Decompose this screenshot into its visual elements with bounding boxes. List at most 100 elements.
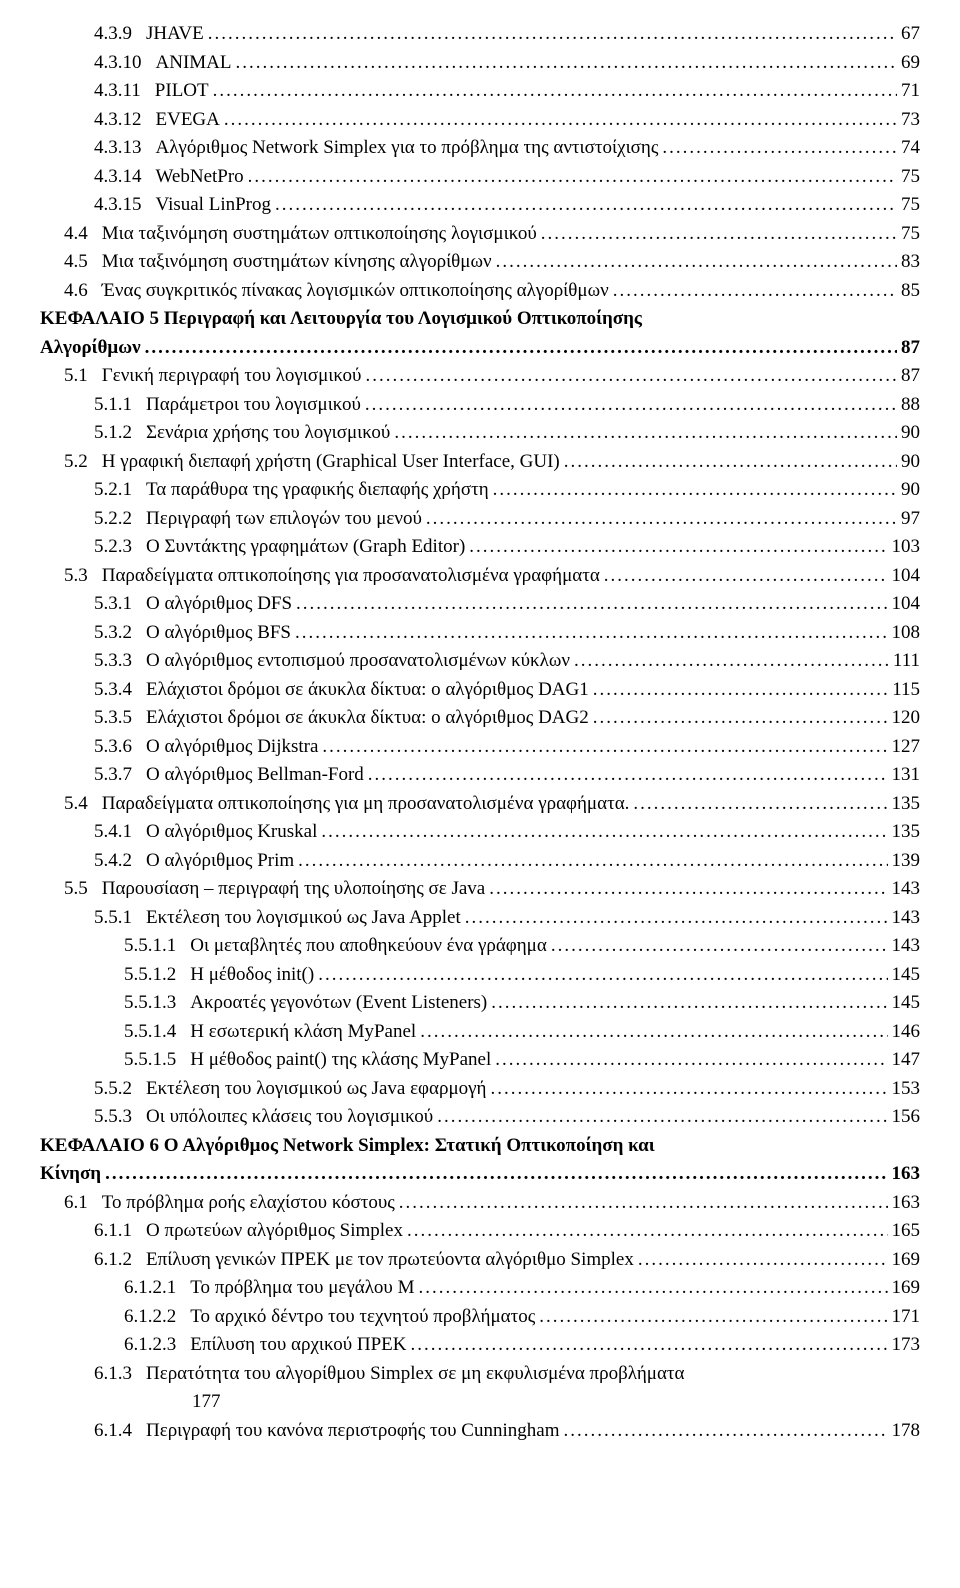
toc-entry: 6.1.4Περιγραφή του κανόνα περιστροφής το…	[94, 1417, 920, 1446]
toc-entry: 6.1Το πρόβλημα ροής ελαχίστου κόστους163	[64, 1189, 920, 1218]
toc-title: Περατότητα του αλγορίθμου Simplex σε μη …	[146, 1363, 685, 1384]
toc-title: JHAVE	[146, 20, 204, 49]
toc-page-number: 75	[897, 163, 920, 192]
toc-entry: 5.4.1Ο αλγόριθμος Kruskal135	[94, 818, 920, 847]
toc-title: Παραδείγματα οπτικοποίησης για προσανατο…	[102, 562, 600, 591]
toc-entry: 6.1.2Επίλυση γενικών ΠΡΕΚ με τον πρωτεύο…	[94, 1246, 920, 1275]
toc-page-number: 165	[888, 1217, 921, 1246]
toc-entry: 5.5Παρουσίαση – περιγραφή της υλοποίησης…	[64, 875, 920, 904]
toc-title: Γενική περιγραφή του λογισμικού	[102, 362, 362, 391]
toc-number: 5.5.1.5	[124, 1046, 190, 1075]
toc-page-number: 143	[888, 875, 921, 904]
toc-title: Οι μεταβλητές που αποθηκεύουν ένα γράφημ…	[190, 932, 547, 961]
toc-number: 4.6	[64, 277, 102, 306]
toc-number: 5.3.4	[94, 676, 146, 705]
chapter-heading-line1: ΚΕΦΑΛΑΙΟ 6 Ο Αλγόριθμος Network Simplex:…	[40, 1132, 920, 1161]
toc-entry: 4.3.12EVEGA73	[94, 106, 920, 135]
toc-page-number: 73	[897, 106, 920, 135]
toc-title: Ο αλγόριθμος Prim	[146, 847, 294, 876]
toc-number: 6.1.4	[94, 1417, 146, 1446]
toc-page-number: 178	[888, 1417, 921, 1446]
toc-entry: 4.6Ένας συγκριτικός πίνακας λογισμικών ο…	[64, 277, 920, 306]
toc-page-number: 135	[888, 790, 921, 819]
toc-leader	[395, 1189, 888, 1218]
toc-leader	[220, 106, 897, 135]
toc-number: 5.1.1	[94, 391, 146, 420]
toc-entry: 4.3.14WebNetPro75	[94, 163, 920, 192]
toc-number: 5.5.1.4	[124, 1018, 190, 1047]
toc-page-number: 115	[888, 676, 920, 705]
toc-entry: 6.1.2.3Επίλυση του αρχικού ΠΡΕΚ173	[124, 1331, 920, 1360]
toc-leader	[609, 277, 897, 306]
toc-number: 5.3.3	[94, 647, 146, 676]
toc-entry: 5.4.2Ο αλγόριθμος Prim139	[94, 847, 920, 876]
toc-page-number: 90	[897, 419, 920, 448]
toc-page-number: 90	[897, 476, 920, 505]
toc-title: Μια ταξινόμηση συστημάτων κίνησης αλγορί…	[102, 248, 492, 277]
toc-page-number: 171	[888, 1303, 921, 1332]
toc-leader	[141, 334, 897, 363]
toc-number: 5.5	[64, 875, 102, 904]
toc-page-number: 143	[888, 904, 921, 933]
toc-leader	[634, 1246, 888, 1275]
toc-title: Ο Συντάκτης γραφημάτων (Graph Editor)	[146, 533, 465, 562]
toc-leader	[589, 704, 888, 733]
toc-number: 5.5.3	[94, 1103, 146, 1132]
toc-leader	[244, 163, 897, 192]
toc-number: 6.1.2.3	[124, 1331, 190, 1360]
toc-page-number: 169	[888, 1274, 921, 1303]
toc-leader	[204, 20, 897, 49]
toc-number: 5.4	[64, 790, 102, 819]
toc-title: Visual LinProg	[156, 191, 272, 220]
toc-leader	[535, 1303, 887, 1332]
toc-entry: 5.5.1.3Ακροατές γεγονότων (Event Listene…	[124, 989, 920, 1018]
toc-number: 4.3.13	[94, 134, 156, 163]
toc-number: 5.2.1	[94, 476, 146, 505]
toc-entry: 5.3.5Ελάχιστοι δρόμοι σε άκυκλα δίκτυα: …	[94, 704, 920, 733]
toc-leader	[271, 191, 897, 220]
toc-leader	[314, 961, 887, 990]
toc-number: 5.5.1	[94, 904, 146, 933]
toc-leader	[422, 505, 897, 534]
toc-entry: 5.3.2Ο αλγόριθμος BFS108	[94, 619, 920, 648]
toc-page-number: 85	[897, 277, 920, 306]
toc-title: Οι υπόλοιπες κλάσεις του λογισμικού	[146, 1103, 433, 1132]
toc-leader	[492, 248, 897, 277]
toc-title: Εκτέλεση του λογισμικού ως Java εφαρμογή	[146, 1075, 486, 1104]
toc-title: Αλγόριθμος Network Simplex για το πρόβλη…	[156, 134, 659, 163]
toc-leader	[291, 619, 888, 648]
toc-leader	[570, 647, 889, 676]
toc-entry: 5.3.3Ο αλγόριθμος εντοπισμού προσανατολι…	[94, 647, 920, 676]
toc-entry: 5.3.7Ο αλγόριθμος Bellman-Ford131	[94, 761, 920, 790]
toc-entry: 4.3.15Visual LinProg75	[94, 191, 920, 220]
toc-entry: 6.1.2.1Το πρόβλημα του μεγάλου Μ169	[124, 1274, 920, 1303]
toc-page-number: 139	[888, 847, 921, 876]
toc-leader	[318, 733, 887, 762]
toc-number: 4.3.9	[94, 20, 146, 49]
toc-leader	[101, 1160, 887, 1189]
toc-number: 5.2.3	[94, 533, 146, 562]
toc-leader	[589, 676, 888, 705]
toc-entry: 5.1.1Παράμετροι του λογισμικού 88	[94, 391, 920, 420]
toc-leader	[487, 989, 887, 1018]
toc-entry: 5.2.2Περιγραφή των επιλογών του μενού97	[94, 505, 920, 534]
toc-leader	[433, 1103, 887, 1132]
toc-number: 4.4	[64, 220, 102, 249]
toc-entry: 5.2.1Τα παράθυρα της γραφικής διεπαφής χ…	[94, 476, 920, 505]
toc-page-number: 88	[897, 391, 920, 420]
toc-leader	[209, 77, 897, 106]
chapter-title-cont: Κίνηση	[40, 1160, 101, 1189]
toc-title: Η γραφική διεπαφή χρήστη (Graphical User…	[102, 448, 560, 477]
toc-title: Περιγραφή των επιλογών του μενού	[146, 505, 422, 534]
toc-leader	[390, 419, 897, 448]
toc-page-number: 75	[897, 191, 920, 220]
toc-leader	[489, 476, 897, 505]
toc-title: Ο αλγόριθμος DFS	[146, 590, 292, 619]
toc-page-number: 145	[888, 961, 921, 990]
toc-number: 5.3.5	[94, 704, 146, 733]
toc-entry: 5.5.3Οι υπόλοιπες κλάσεις του λογισμικού…	[94, 1103, 920, 1132]
toc-title: Ελάχιστοι δρόμοι σε άκυκλα δίκτυα: ο αλγ…	[146, 704, 589, 733]
toc-page-number: 120	[888, 704, 921, 733]
toc-title: Παράμετροι του λογισμικού	[146, 391, 361, 420]
toc-leader	[658, 134, 897, 163]
